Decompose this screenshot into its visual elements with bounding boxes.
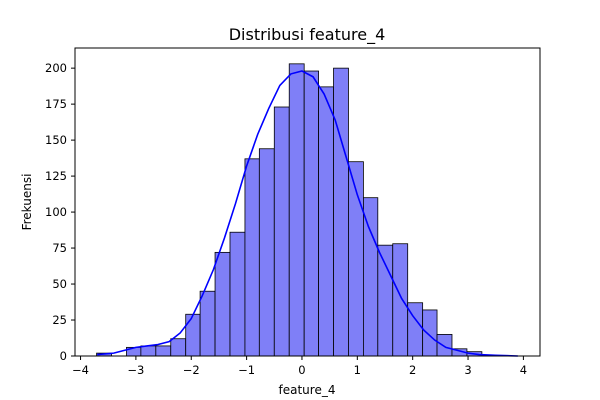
histogram-bar [273, 106, 290, 357]
x-tick-label: 1 [354, 363, 361, 377]
y-axis: 0 25 50 75 100 125 150 175 200 [45, 61, 75, 363]
chart-title: Distribusi feature_4 [229, 25, 386, 45]
x-tick-label: 0 [298, 363, 305, 377]
y-tick-label: 125 [45, 169, 67, 183]
histogram-bar [303, 70, 319, 357]
histogram-bar [244, 158, 260, 357]
y-axis-label: Frekuensi [20, 174, 34, 231]
histogram-bar [333, 67, 349, 357]
x-tick-label: 3 [464, 363, 471, 377]
histogram-bar [392, 243, 409, 357]
histogram-bar [199, 290, 216, 357]
histogram-bar [185, 313, 201, 357]
y-tick-label: 50 [52, 277, 67, 291]
y-tick-label: 75 [52, 241, 67, 255]
x-tick-label: −3 [127, 363, 144, 377]
x-axis: −4 −3 −2 −1 0 1 2 3 4 [72, 356, 527, 377]
x-axis-label: feature_4 [279, 383, 336, 397]
y-tick-label: 0 [60, 349, 67, 363]
histogram-bar [170, 338, 187, 357]
x-tick-label: −2 [183, 363, 200, 377]
y-tick-label: 150 [45, 133, 67, 147]
histogram-bar [229, 231, 246, 357]
x-tick-label: −4 [72, 363, 89, 377]
kde-curve [97, 70, 518, 357]
y-tick-label: 175 [45, 97, 67, 111]
x-tick-label: 4 [520, 363, 527, 377]
histogram-bar [377, 244, 394, 357]
histogram-bars [96, 63, 483, 357]
histogram-bar [258, 148, 275, 357]
histogram-bar [318, 86, 334, 357]
y-tick-label: 100 [45, 205, 67, 219]
histogram-bar [288, 63, 305, 357]
histogram-bar [214, 251, 231, 357]
histogram-bar [363, 197, 379, 357]
histogram-bar [422, 309, 438, 357]
x-tick-label: 2 [409, 363, 416, 377]
y-tick-label: 200 [45, 61, 67, 75]
histogram-bar [436, 334, 453, 357]
x-tick-label: −1 [238, 363, 255, 377]
histogram-bar [155, 345, 172, 357]
plot-frame [74, 47, 541, 357]
y-tick-label: 25 [52, 313, 67, 327]
histogram-bar [140, 345, 157, 357]
